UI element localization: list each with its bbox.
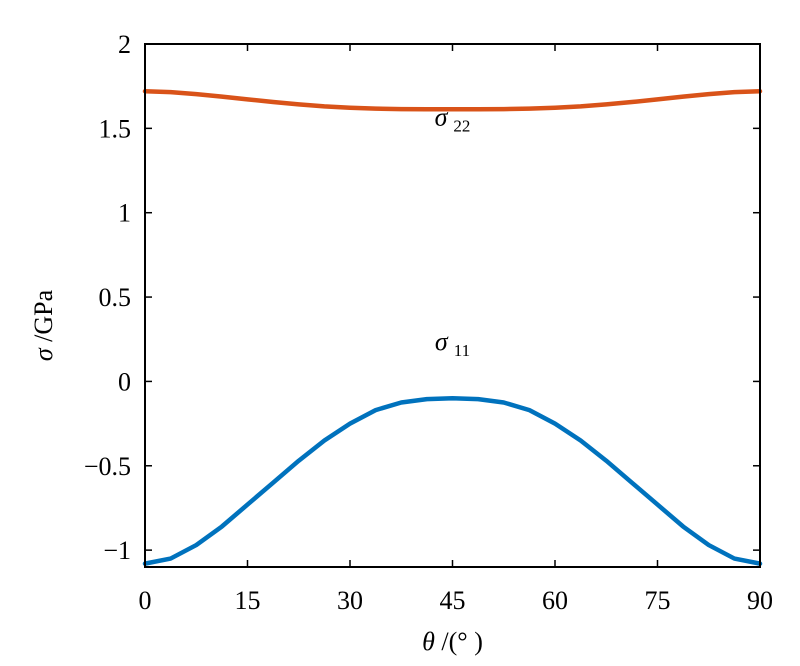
x-tick-label: 45 [440,586,466,615]
y-axis-unit: /GPa [29,289,58,348]
series-label-sigma-22: σ 22 [435,103,471,136]
y-tick-label: 1.5 [99,114,132,143]
x-tick-label: 15 [235,586,261,615]
x-axis-unit: /(° ) [435,627,483,656]
series-label-subscript: 11 [454,341,470,360]
series-line-sigma-22 [142,88,763,112]
series-label-subscript: 22 [453,117,470,136]
y-tick-label: −0.5 [84,452,131,481]
y-tick-label: −1 [103,536,131,565]
x-tick-label: 0 [139,586,152,615]
series-label-symbol: σ [435,327,449,356]
ticks-layer [144,43,761,567]
y-axis-label: σ /GPa [29,289,58,361]
x-axis-label: θ /(° ) [422,627,483,656]
series-layer [142,88,763,566]
y-axis-symbol: σ [29,347,58,361]
y-tick-label: 2 [118,30,131,59]
x-tick-label: 90 [747,586,773,615]
y-tick-label: 1 [118,199,131,228]
y-tick-label: 0 [118,367,131,396]
series-label-sigma-11: σ 11 [435,327,470,360]
x-tick-label: 60 [542,586,568,615]
labels-layer: 0 15 30 45 60 75 90−1−0.500.511.52σ 22σ 11 [84,30,773,615]
x-tick-label: 30 [337,586,363,615]
series-line-sigma-11 [142,396,763,566]
x-axis-symbol: θ [422,627,435,656]
x-tick-label: 75 [645,586,671,615]
series-label-symbol: σ [435,103,449,132]
y-tick-label: 0.5 [99,283,132,312]
